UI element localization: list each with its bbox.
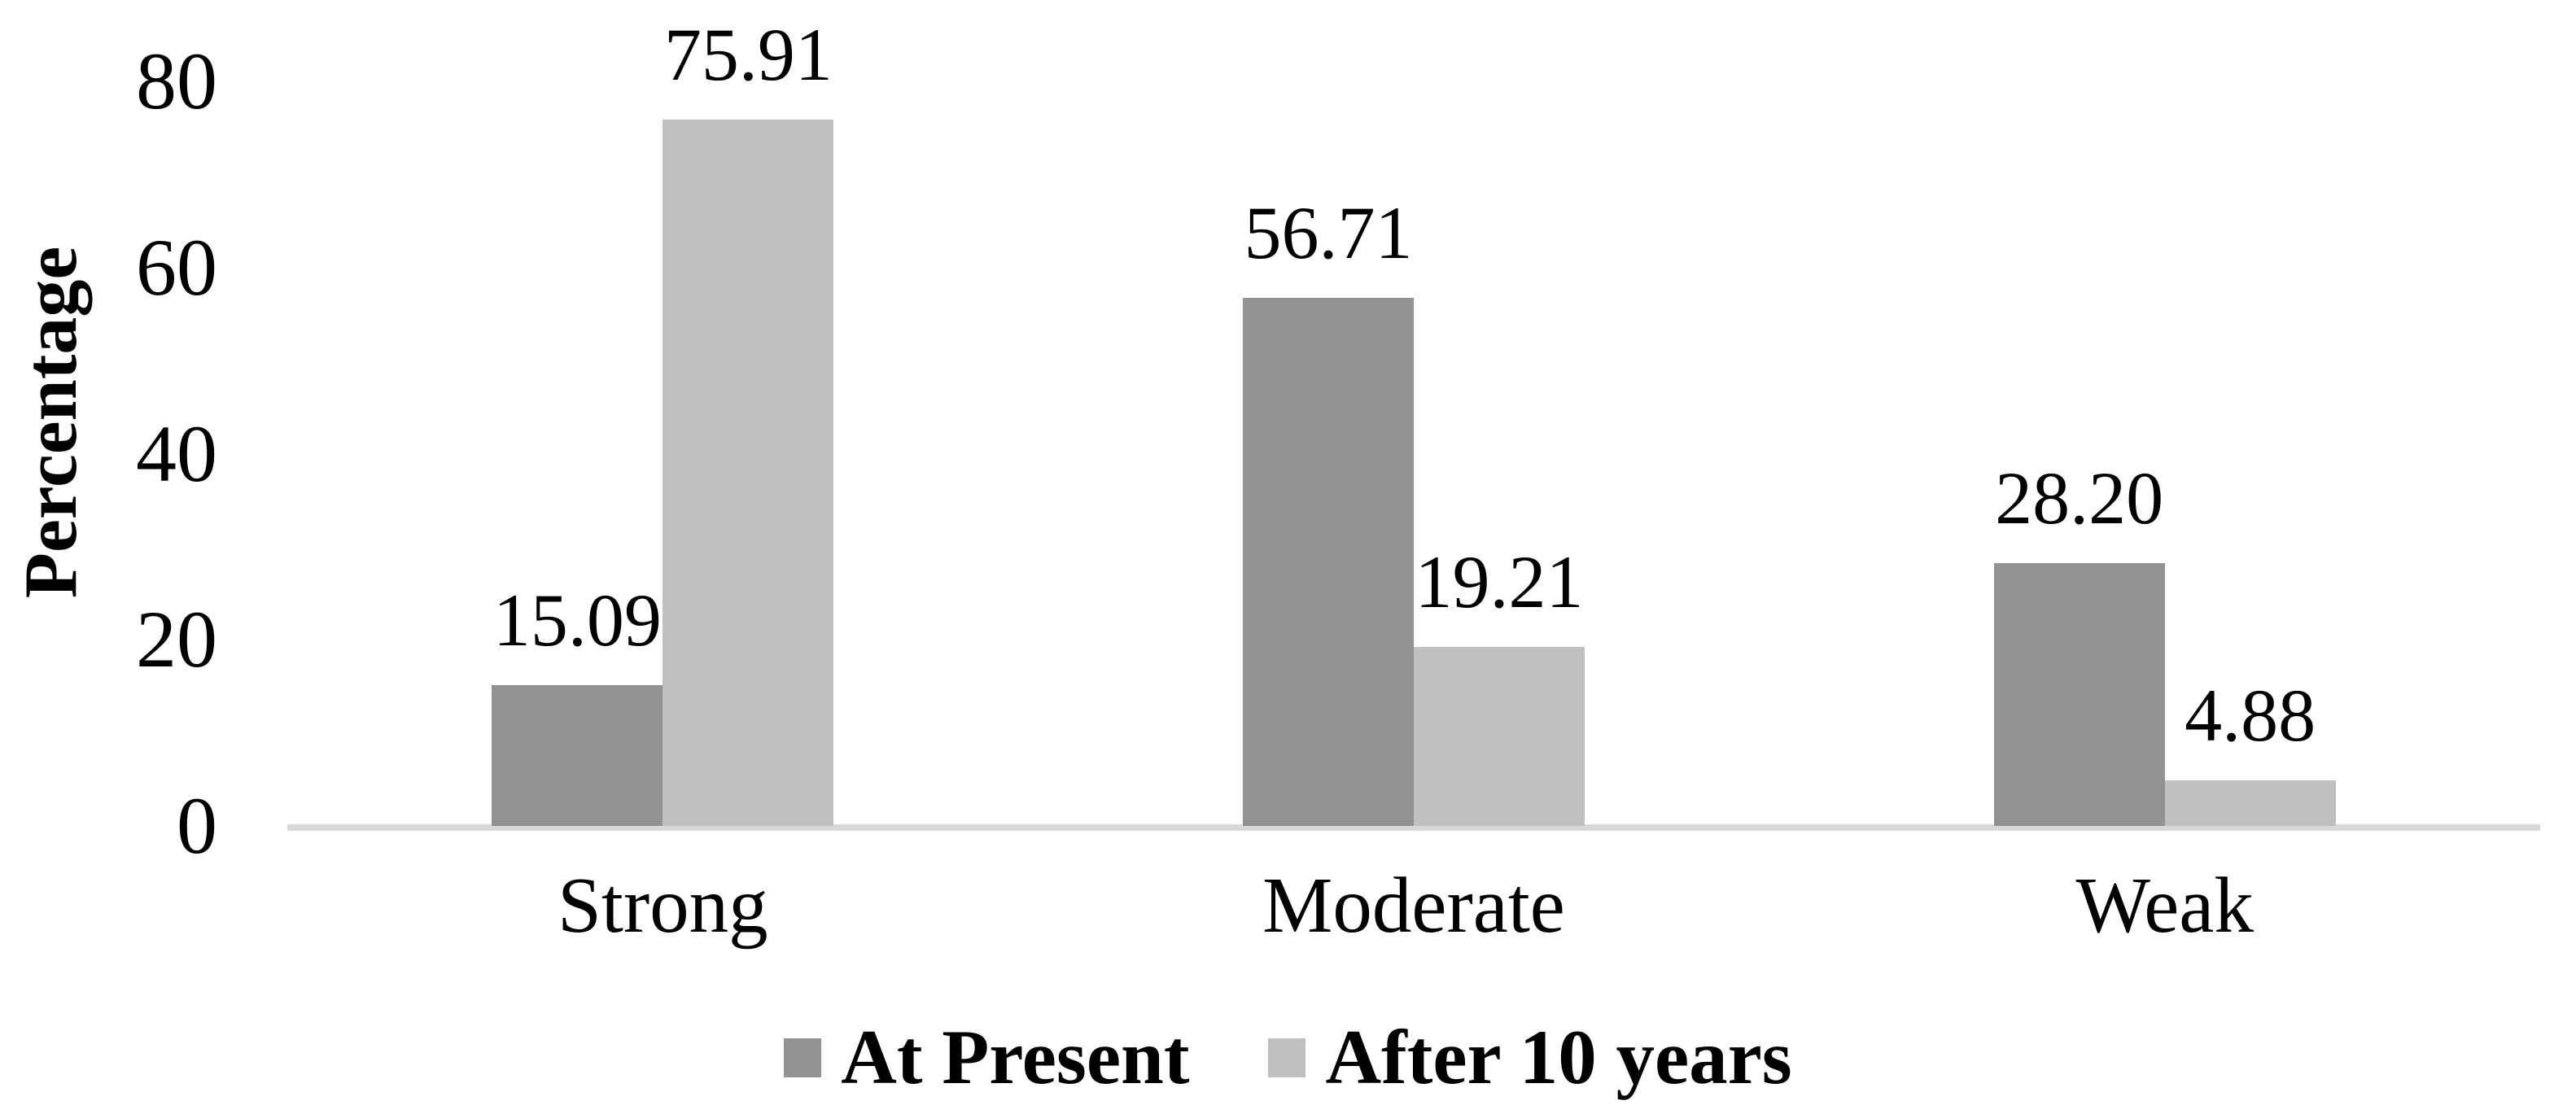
- y-tick-label-20: 20: [136, 594, 217, 685]
- bar-after-10-years-strong: [663, 119, 834, 826]
- data-label-at-present-strong: 15.09: [492, 579, 662, 662]
- bar-after-10-years-moderate: [1414, 647, 1585, 826]
- data-label-after-10-years-moderate: 19.21: [1415, 540, 1584, 624]
- category-label-weak: Weak: [2075, 862, 2254, 949]
- legend-label-after-10-years: After 10 years: [1325, 1014, 1792, 1100]
- category-label-strong: Strong: [557, 862, 768, 949]
- bar-at-present-weak: [1993, 563, 2165, 826]
- y-tick-label-60: 60: [136, 221, 217, 312]
- bar-at-present-strong: [492, 685, 663, 826]
- category-label-moderate: Moderate: [1262, 862, 1565, 949]
- legend-label-at-present: At Present: [841, 1014, 1190, 1100]
- data-label-after-10-years-weak: 4.88: [2185, 674, 2316, 758]
- legend-swatch-after-10-years: [1268, 1038, 1306, 1077]
- data-label-at-present-moderate: 56.71: [1244, 191, 1413, 275]
- bar-at-present-moderate: [1243, 298, 1414, 826]
- y-tick-label-0: 0: [177, 780, 217, 871]
- legend-swatch-at-present: [784, 1038, 822, 1077]
- y-tick-label-80: 80: [136, 36, 217, 126]
- legend-item-after-10-years: After 10 years: [1268, 1014, 1792, 1100]
- legend: At Present After 10 years: [0, 1019, 2576, 1096]
- y-tick-label-40: 40: [136, 408, 217, 499]
- x-axis-line: [287, 824, 2540, 831]
- data-label-at-present-weak: 28.20: [1995, 457, 2164, 540]
- bar-after-10-years-weak: [2164, 780, 2336, 826]
- data-label-after-10-years-strong: 75.91: [663, 12, 833, 96]
- legend-item-at-present: At Present: [784, 1019, 1189, 1096]
